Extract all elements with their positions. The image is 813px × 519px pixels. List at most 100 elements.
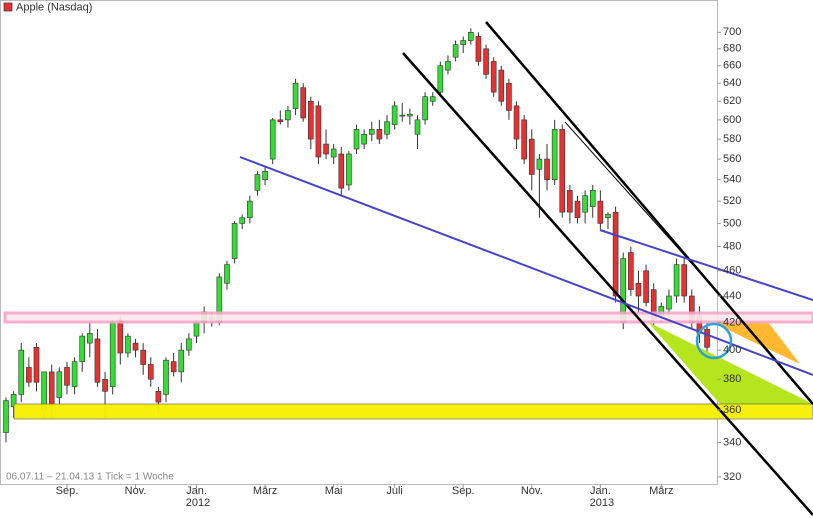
y-tick-label: 600 — [723, 114, 741, 126]
candle-body — [513, 105, 520, 140]
candle-body — [147, 364, 154, 380]
candle-body — [155, 391, 162, 403]
candle-body — [292, 82, 299, 109]
candle-body — [704, 328, 710, 348]
candle-body — [414, 119, 421, 135]
y-tick-label: 420 — [723, 316, 741, 328]
candle-body — [346, 153, 352, 186]
candle-body — [528, 138, 535, 175]
x-tick-label: März — [253, 485, 277, 497]
x-tick-label: Jan. 2012 — [183, 485, 211, 509]
candle-body — [307, 100, 314, 140]
candle-body — [391, 105, 398, 125]
candle-body — [94, 338, 101, 383]
candle-body — [483, 48, 489, 75]
x-tick-label: Jan. 2013 — [587, 485, 615, 509]
y-tick-label: 460 — [723, 265, 741, 277]
y-tick-label: 320 — [723, 471, 741, 483]
candle-body — [544, 158, 550, 181]
candle-body — [368, 129, 375, 135]
candle-body — [597, 200, 604, 224]
candle-body — [170, 361, 177, 373]
trend-channel-lower — [402, 52, 813, 516]
candle-body — [437, 65, 444, 93]
candle-body — [460, 40, 467, 45]
y-tick-label: 360 — [723, 404, 741, 416]
candle-body — [498, 69, 505, 102]
candle-body — [551, 129, 558, 181]
resistance-band — [3, 311, 813, 324]
candle-body — [330, 148, 337, 158]
y-tick-label: 500 — [723, 217, 741, 229]
candle-body — [506, 82, 512, 111]
y-tick-label: 700 — [723, 26, 741, 38]
candle-body — [140, 349, 146, 365]
candle-body — [521, 119, 527, 160]
legend-swatch — [3, 2, 13, 12]
y-tick-label: 480 — [723, 240, 741, 252]
x-tick-label: Juli — [386, 485, 403, 497]
candle-body — [605, 214, 611, 219]
candle-body — [10, 394, 17, 408]
y-tick-label: 400 — [723, 344, 741, 356]
candle-body — [102, 378, 108, 392]
candle-body — [269, 119, 276, 160]
x-tick-label: Nov. — [125, 485, 147, 497]
candle-body — [490, 61, 497, 93]
candle-body — [353, 129, 360, 150]
candle-body — [628, 252, 634, 290]
candle-body — [48, 371, 55, 408]
candle-body — [285, 110, 291, 121]
candle-body — [64, 367, 70, 386]
candle-body — [681, 264, 687, 297]
candle-body — [635, 282, 642, 297]
candle-body — [475, 36, 482, 62]
candle-body — [125, 335, 131, 354]
candle-body — [643, 270, 649, 303]
candle-body — [33, 347, 40, 383]
support-band — [13, 403, 813, 420]
candle-body — [79, 335, 85, 362]
y-tick-label: 580 — [723, 133, 741, 145]
y-tick-label: 640 — [723, 77, 741, 89]
candle-body — [87, 333, 93, 344]
x-tick-label: Mai — [325, 485, 343, 497]
y-tick-label: 520 — [723, 195, 741, 207]
candle-body — [300, 87, 306, 119]
candle-body — [612, 211, 619, 297]
candle-body — [247, 200, 253, 219]
candle-body — [163, 359, 169, 395]
candle-body — [361, 133, 367, 145]
y-tick-label: 540 — [723, 174, 741, 186]
y-tick-label: 560 — [723, 153, 741, 165]
candle-body — [536, 158, 543, 170]
candle-body — [178, 349, 185, 373]
candle-body — [254, 174, 261, 191]
candle-body — [445, 61, 451, 71]
candle-body — [231, 223, 238, 259]
trend-line-blue — [599, 229, 813, 301]
trend-channel-upper — [485, 21, 813, 405]
candle-body — [673, 264, 680, 297]
candle-body — [224, 264, 230, 284]
candle-body — [277, 119, 284, 123]
candle-body — [422, 96, 428, 121]
footer: 06.07.11 – 21.04.13 1 Tick = 1 Woche — [6, 472, 174, 483]
candle-body — [384, 121, 390, 135]
candle-body — [399, 114, 406, 117]
y-tick-label: 440 — [723, 290, 741, 302]
candle-body — [574, 200, 581, 219]
candle-body — [18, 349, 25, 395]
candle-body — [315, 105, 322, 158]
y-tick-label: 660 — [723, 60, 741, 72]
candle-body — [26, 367, 32, 383]
candle-body — [193, 322, 200, 337]
candle-body — [262, 171, 268, 181]
candle-body — [338, 153, 345, 189]
y-tick-label: 340 — [723, 436, 741, 448]
candle-body — [452, 44, 459, 58]
y-tick-label: 380 — [723, 373, 741, 385]
candle-body — [186, 338, 192, 351]
highlight-circle — [695, 322, 733, 360]
